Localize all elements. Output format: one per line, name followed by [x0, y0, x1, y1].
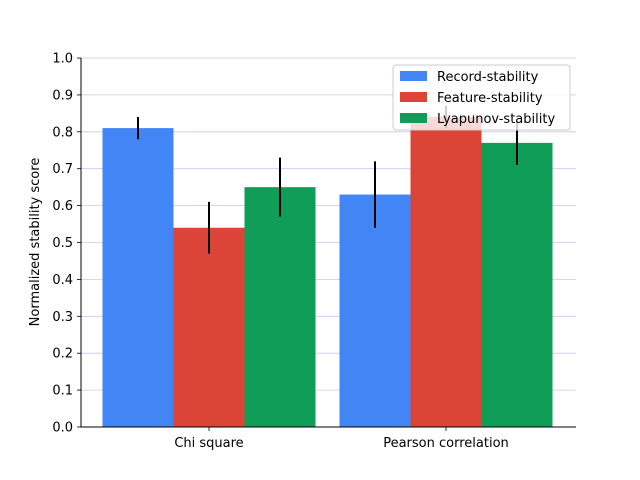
legend-swatch	[400, 113, 427, 123]
legend-label: Record-stability	[437, 70, 539, 85]
bar-record-stability-2	[339, 194, 411, 427]
y-tick-label: 0.0	[52, 421, 73, 436]
legend: Record-stability Feature-stability Lyapuno…	[392, 64, 571, 131]
legend-label: Feature-stability	[437, 91, 543, 106]
legend-label: Lyapunov-stability	[437, 112, 555, 127]
bar-lyapunov-stability-2	[481, 142, 553, 427]
y-tick-label: 0.5	[52, 236, 73, 251]
y-tick-label: 0.1	[52, 384, 73, 399]
bar-record-stability-1	[102, 128, 174, 428]
legend-box	[392, 64, 571, 131]
y-tick-label: 0.8	[52, 125, 73, 140]
bar-lyapunov-stability-1	[244, 187, 316, 427]
y-tick-label: 0.2	[52, 347, 73, 362]
bar-feature-stability-1	[173, 227, 245, 427]
x-tick-label: Pearson correlation	[383, 436, 509, 451]
x-tick-label: Chi square	[174, 436, 243, 451]
y-axis-label: Normalized stability score	[28, 158, 43, 327]
bars	[102, 117, 553, 428]
y-tick-label: 0.9	[52, 88, 73, 103]
y-tick-label: 0.3	[52, 310, 73, 325]
legend-swatch	[400, 71, 427, 81]
y-tick-label: 1.0	[52, 52, 73, 67]
axes: 0.0 0.1 0.2 0.3 0.4 0.5 0.6 0.7 0.8 0.9 1.0 Chi squ…	[52, 52, 576, 451]
legend-swatch	[400, 92, 427, 102]
y-tick-label: 0.6	[52, 199, 73, 214]
y-tick-label: 0.7	[52, 162, 73, 177]
bar-feature-stability-2	[410, 117, 482, 427]
y-tick-label: 0.4	[52, 273, 73, 288]
